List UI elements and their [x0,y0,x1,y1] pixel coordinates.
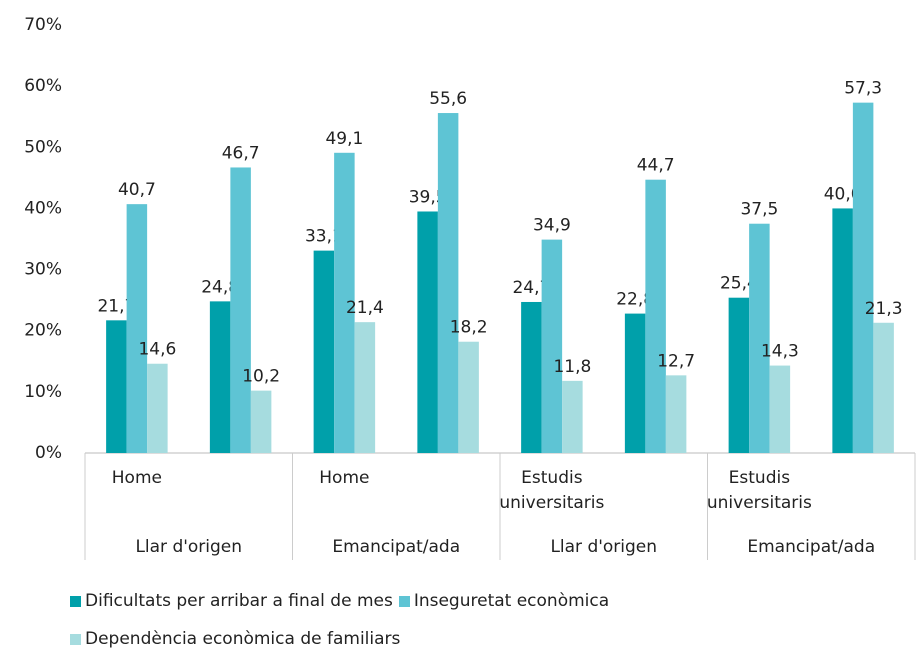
bar [458,341,479,453]
legend-swatch [398,595,410,607]
bar [873,322,894,453]
data-label: 40,0 [824,184,862,204]
group-label: Llar d'origen [550,537,657,557]
y-tick-label: 10% [24,382,62,402]
bar [417,211,438,453]
y-tick-label: 50% [24,137,62,157]
bar [541,239,563,453]
bar [250,390,272,453]
bar [521,301,542,453]
legend-item: Dificultats per arribar a final de mes [70,582,393,620]
x-tick-label: Estudis universitaris [499,468,605,513]
data-label: 55,6 [429,89,467,109]
bar [126,204,148,453]
data-label: 21,3 [865,299,903,319]
data-label: 14,6 [138,340,176,360]
data-label: 24,7 [512,278,550,298]
group-label: Llar d'origen [135,537,242,557]
y-tick-label: 0% [35,443,62,463]
y-tick-label: 20% [24,321,62,341]
legend-label: Dependència econòmica de familiars [85,629,401,649]
data-label: 40,7 [118,180,156,200]
data-label: 33,1 [305,227,343,247]
legend-label: Dificultats per arribar a final de mes [85,591,393,611]
data-label: 21,7 [97,296,135,316]
x-tick-label-box: Estudis universitaris [706,468,812,513]
bar [230,167,251,453]
y-tick-label: 60% [24,76,62,96]
data-label: 46,7 [222,143,260,163]
bar [437,113,459,453]
bar [313,250,335,453]
x-tick-label-box: Home [319,468,370,488]
bar [147,363,168,453]
bar [728,297,750,453]
legend-item: Inseguretat econòmica [398,582,610,620]
data-label: 22,8 [616,290,654,310]
group-label: Emancipat/ada [332,537,460,557]
data-label: 39,5 [409,187,447,207]
bar [832,208,853,453]
y-tick-label: 30% [24,260,62,280]
legend-swatch [70,595,81,607]
bar [749,223,770,453]
data-label: 37,5 [740,200,778,220]
data-label: 34,9 [533,216,571,236]
bar [665,375,687,453]
chart: 0% 10% 20% 30% 40% 50% 60% 70% Llar d'origen Eman… [24,15,916,560]
data-label: 57,3 [844,79,882,99]
data-label: 25,4 [720,274,758,294]
legend-swatch [70,633,81,645]
x-tick-label: Home [111,468,162,488]
x-tick-label-box: Home [111,468,162,488]
bar [852,102,874,453]
bar [106,320,127,453]
data-label: 11,8 [553,357,591,377]
x-tick-label-box: Estudis universitaris [499,468,605,513]
legend-label: Inseguretat econòmica [413,591,610,611]
x-tick-label: Estudis universitaris [706,468,812,513]
bar [334,152,355,453]
bar [562,380,583,453]
bar [354,322,376,453]
data-label: 12,7 [657,351,695,371]
data-label: 44,7 [637,156,675,176]
legend: Dificultats per arribar a final de mes In… [70,582,770,658]
bar [209,301,231,453]
data-label: 24,8 [201,277,239,297]
data-label: 21,4 [346,298,384,318]
bar [624,313,646,453]
group-label: Emancipat/ada [747,537,875,557]
data-label: 10,2 [242,367,280,387]
data-label: 14,3 [761,342,799,362]
x-tick-label: Home [319,468,370,488]
data-label: 18,2 [450,318,488,338]
y-tick-label: 70% [24,15,62,35]
bar [769,365,791,453]
y-tick-label: 40% [24,198,62,218]
bar [645,179,666,454]
legend-item: Dependència econòmica de familiars [70,620,400,658]
data-label: 49,1 [325,129,363,149]
